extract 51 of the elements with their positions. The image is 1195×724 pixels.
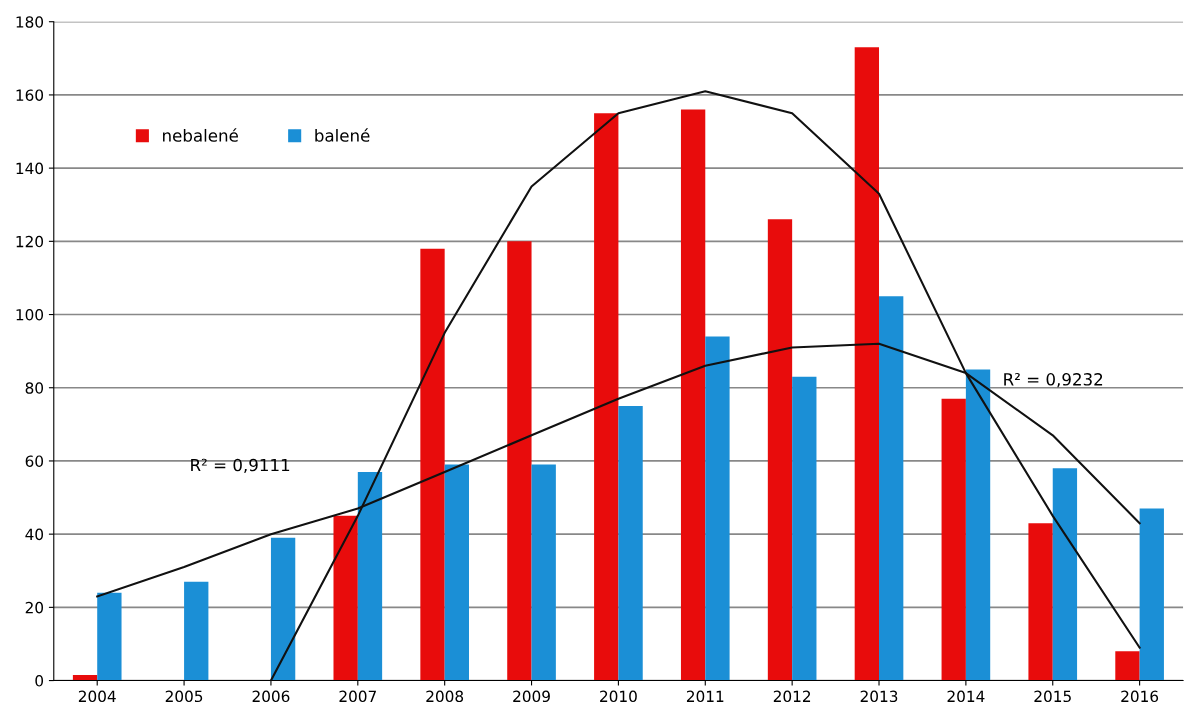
x-tick-label: 2013 — [860, 690, 898, 703]
bar — [1139, 508, 1164, 681]
y-tick-label: 20 — [25, 601, 44, 614]
legend-label: balené — [315, 128, 370, 142]
bar — [941, 398, 966, 681]
bar — [792, 376, 817, 681]
y-tick-label: 60 — [25, 455, 44, 467]
x-tick-label: 2015 — [1034, 690, 1071, 703]
bar — [854, 47, 880, 681]
x-tick-label: 2005 — [165, 690, 203, 703]
bar — [333, 515, 358, 681]
bar — [767, 219, 793, 681]
legend-label: nebalené — [163, 128, 238, 142]
bar — [184, 581, 209, 681]
annotation: R² = 0,9111 — [191, 458, 290, 473]
x-tick-label: 2011 — [686, 690, 724, 703]
y-tick-label: 40 — [25, 528, 44, 541]
bar — [1028, 523, 1053, 681]
bar — [270, 537, 296, 681]
bar — [680, 109, 706, 681]
bar — [1115, 651, 1140, 681]
x-tick-label: 2008 — [426, 690, 464, 703]
y-tick-label: 180 — [16, 16, 44, 28]
y-tick-label: 140 — [16, 162, 44, 175]
bar — [1052, 468, 1078, 681]
bar — [72, 675, 98, 681]
bar — [97, 592, 122, 681]
bar — [420, 248, 445, 681]
y-tick-label: 100 — [16, 309, 44, 321]
bar — [879, 296, 904, 681]
x-tick-label: 2004 — [78, 690, 116, 703]
bar — [357, 471, 383, 681]
x-tick-label: 2006 — [252, 690, 290, 703]
bar — [965, 369, 991, 681]
annotation: R² = 0,9232 — [1004, 373, 1103, 388]
bar — [444, 464, 469, 681]
y-tick-label: 0 — [35, 675, 44, 687]
x-tick-label: 2009 — [513, 690, 550, 703]
x-tick-label: 2016 — [1121, 690, 1159, 703]
x-tick-label: 2007 — [339, 690, 376, 703]
x-tick-label: 2012 — [773, 690, 811, 703]
bar — [705, 336, 730, 681]
y-tick-label: 80 — [25, 382, 44, 394]
y-tick-label: 120 — [16, 235, 44, 248]
bar — [507, 241, 532, 681]
x-tick-label: 2014 — [947, 690, 985, 703]
bar — [618, 406, 643, 681]
y-tick-label: 160 — [16, 89, 44, 101]
x-tick-label: 2010 — [600, 690, 637, 703]
bar — [531, 464, 556, 681]
bar — [594, 113, 619, 681]
